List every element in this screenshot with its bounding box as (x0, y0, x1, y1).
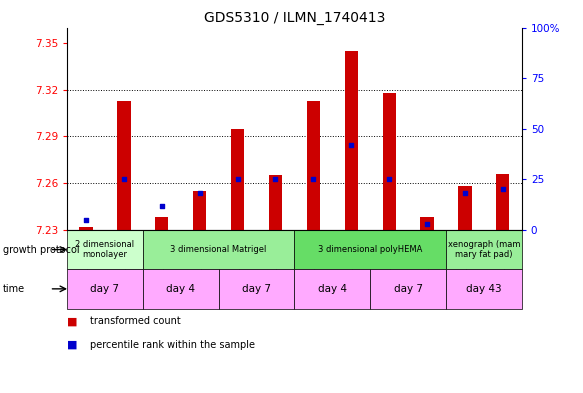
Bar (370, 269, 446, 309)
Bar (79, 227, 93, 230)
Bar (219, 269, 294, 309)
Bar (496, 174, 510, 230)
Text: 3 dimensional polyHEMA: 3 dimensional polyHEMA (318, 245, 423, 254)
Text: day 4: day 4 (166, 284, 195, 294)
Point (195, 190, 205, 196)
Text: ■: ■ (67, 316, 78, 326)
Bar (382, 93, 396, 230)
Point (82, 217, 91, 223)
Bar (269, 175, 282, 230)
Bar (420, 217, 434, 230)
Bar (117, 101, 131, 230)
Text: time: time (3, 284, 25, 294)
Bar (294, 269, 370, 309)
Text: xenograph (mam
mary fat pad): xenograph (mam mary fat pad) (448, 240, 520, 259)
Text: day 7: day 7 (90, 284, 120, 294)
Bar (446, 230, 522, 269)
Bar (67, 269, 143, 309)
Text: day 43: day 43 (466, 284, 502, 294)
Text: percentile rank within the sample: percentile rank within the sample (90, 340, 255, 350)
Bar (307, 101, 320, 230)
Text: day 4: day 4 (318, 284, 347, 294)
Bar (231, 129, 244, 230)
Text: 3 dimensional Matrigel: 3 dimensional Matrigel (170, 245, 267, 254)
Text: day 7: day 7 (394, 284, 423, 294)
Point (271, 176, 280, 182)
Bar (294, 230, 446, 269)
Bar (143, 269, 219, 309)
Bar (458, 186, 472, 230)
Text: growth protocol: growth protocol (3, 244, 79, 255)
Point (385, 176, 394, 182)
Title: GDS5310 / ILMN_1740413: GDS5310 / ILMN_1740413 (203, 11, 385, 25)
Point (119, 176, 128, 182)
Text: 2 dimensional
monolayer: 2 dimensional monolayer (75, 240, 135, 259)
Text: ■: ■ (67, 340, 78, 350)
Bar (155, 217, 168, 230)
Point (460, 190, 469, 196)
Bar (193, 191, 206, 230)
Point (308, 176, 318, 182)
Text: day 7: day 7 (242, 284, 271, 294)
Bar (446, 269, 522, 309)
Bar (67, 230, 143, 269)
Bar (143, 230, 294, 269)
Text: transformed count: transformed count (90, 316, 181, 326)
Point (157, 202, 167, 209)
Bar (345, 51, 358, 230)
Point (233, 176, 243, 182)
Point (422, 221, 431, 227)
Point (498, 186, 507, 193)
Point (346, 142, 356, 148)
